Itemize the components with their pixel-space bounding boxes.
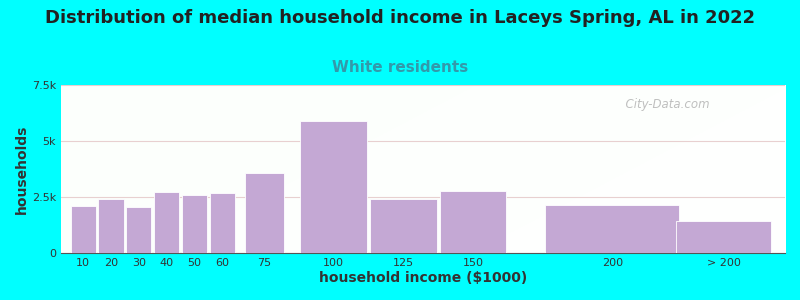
Bar [182,195,207,254]
Bar [676,221,771,253]
Text: Distribution of median household income in Laceys Spring, AL in 2022: Distribution of median household income … [45,9,755,27]
Bar [301,121,367,254]
Bar [98,200,123,253]
Text: City-Data.com: City-Data.com [618,98,710,112]
Bar [440,190,506,254]
Bar [154,192,179,254]
Bar [210,193,235,254]
X-axis label: household income ($1000): household income ($1000) [319,271,527,285]
Bar [370,200,437,253]
Bar [126,207,151,254]
Bar [546,205,679,254]
Bar [70,206,96,254]
Y-axis label: households: households [15,124,29,214]
Bar [245,172,284,254]
Text: White residents: White residents [332,60,468,75]
